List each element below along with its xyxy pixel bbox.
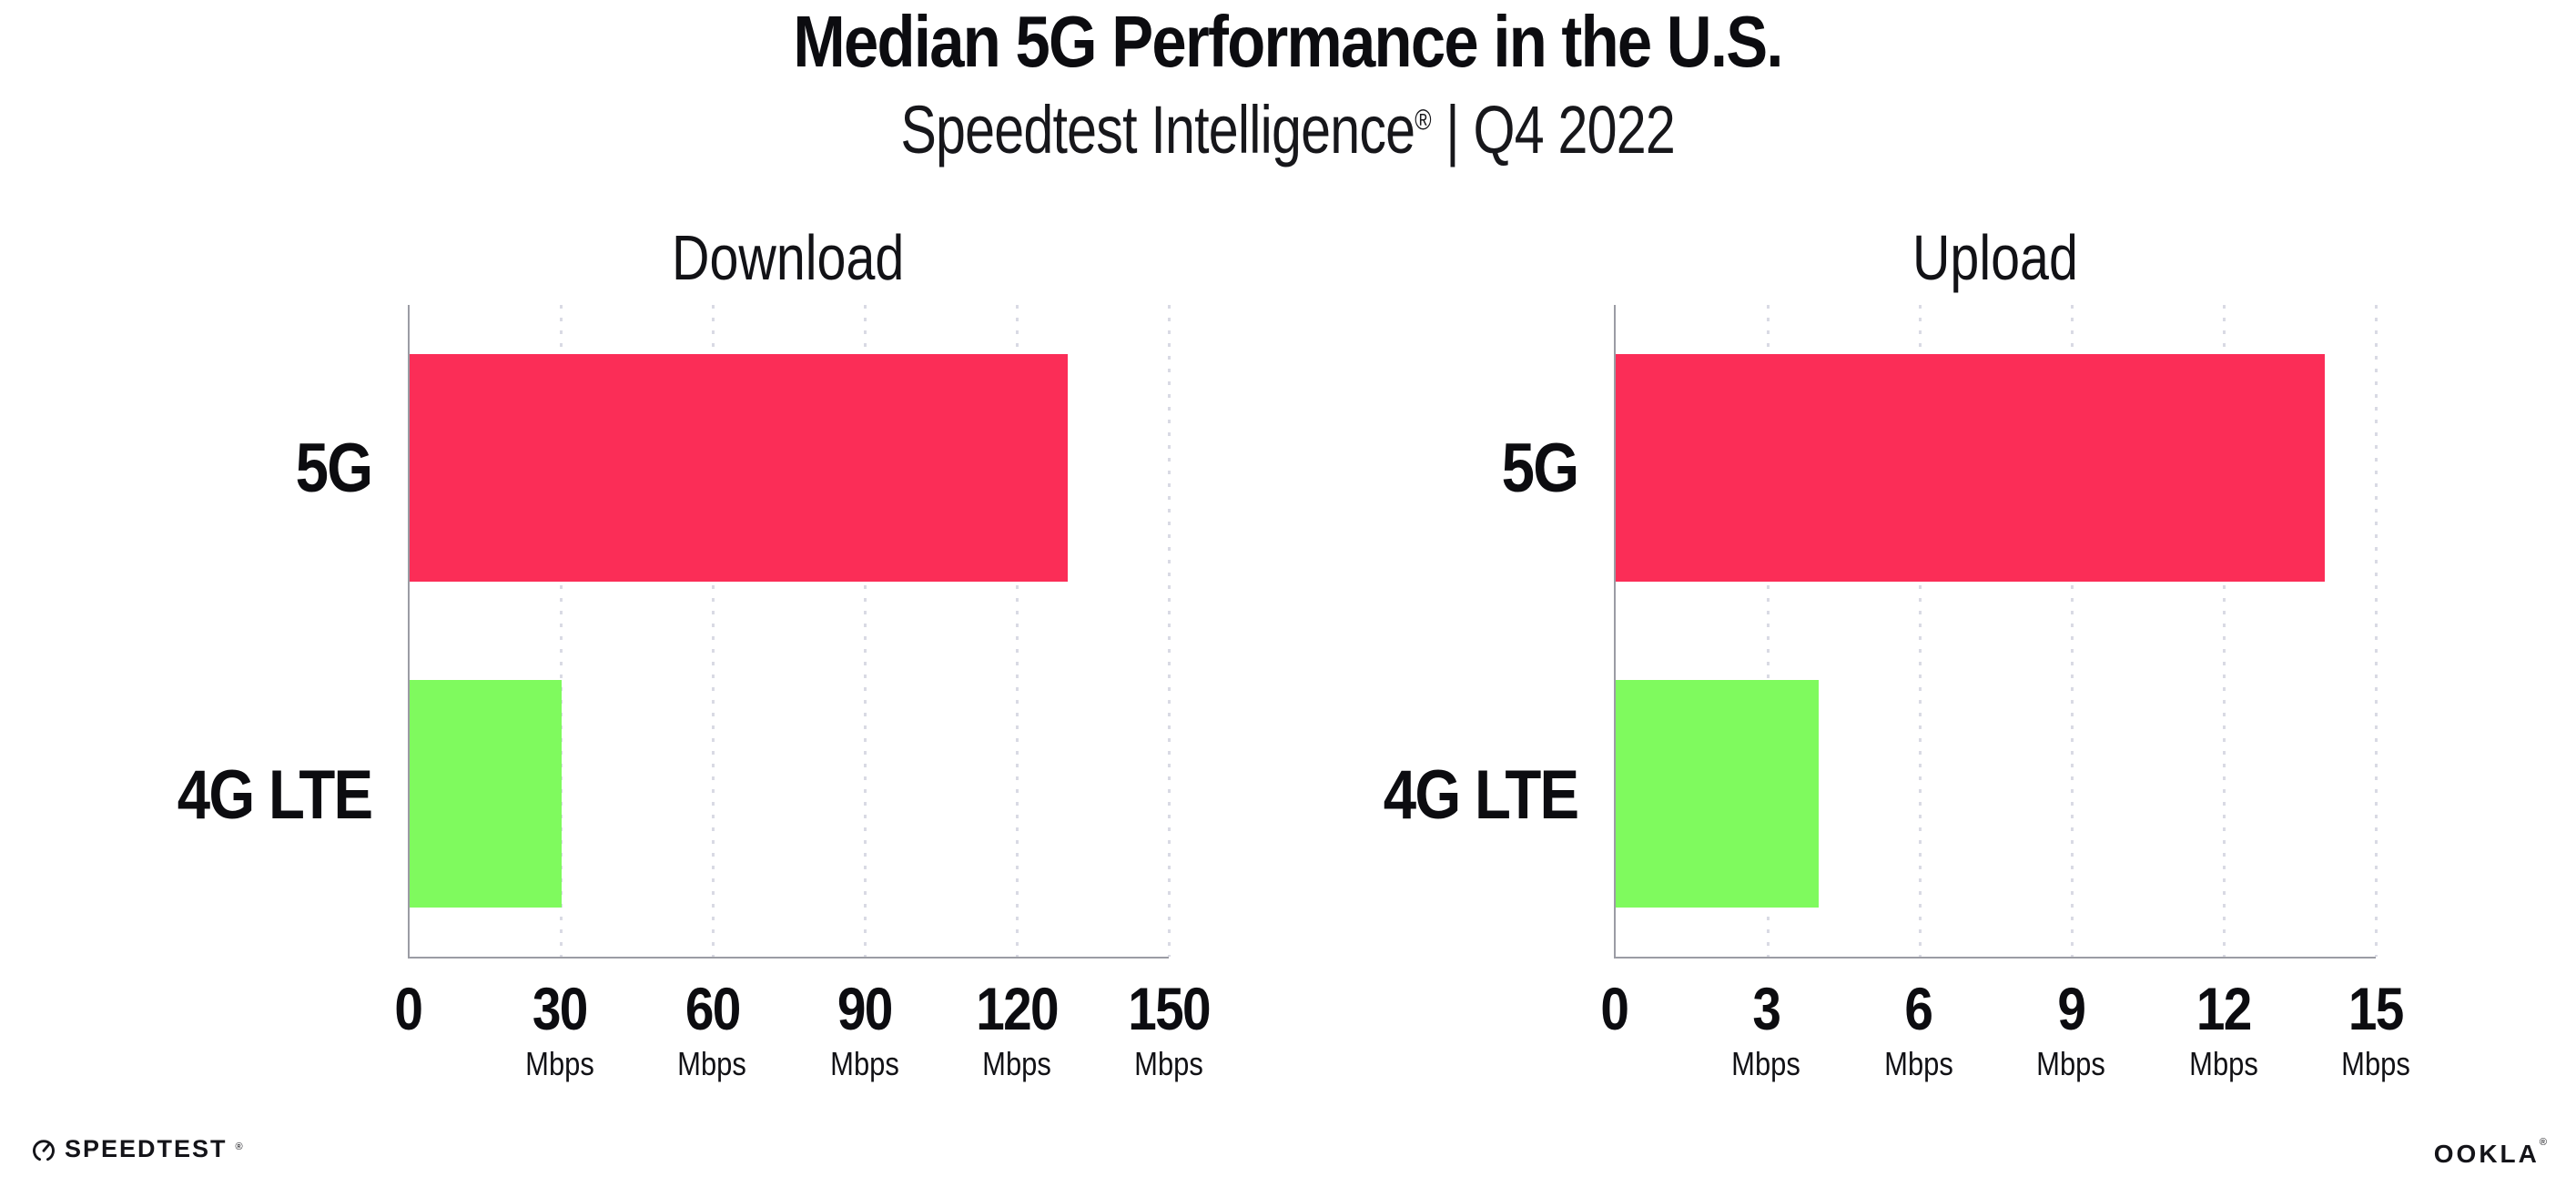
page-title: Median 5G Performance in the U.S. xyxy=(0,0,2576,84)
gridline-15-upload xyxy=(2374,305,2378,957)
x-tick-0-download: 0 xyxy=(394,975,423,1042)
chart-title-upload: Upload xyxy=(1912,222,2078,293)
gridline-9-upload xyxy=(2070,305,2074,957)
registered-mark: ® xyxy=(1415,104,1432,137)
x-tick-6-upload: 6 Mbps xyxy=(1819,979,2019,1080)
speedtest-gauge-icon xyxy=(33,1139,55,1161)
gridline-150-download xyxy=(1167,305,1171,957)
subtitle-separator: | xyxy=(1445,92,1460,167)
x-tick-unit: Mbps xyxy=(2341,1045,2410,1082)
x-tick-9-upload: 9 Mbps xyxy=(1971,979,2171,1080)
x-tick-unit: Mbps xyxy=(1134,1045,1203,1082)
x-tick-0-upload: 0 xyxy=(1600,975,1629,1042)
plot-area-download xyxy=(408,305,1171,959)
speedtest-wordmark: SPEEDTEST xyxy=(65,1135,228,1162)
x-tick-15-upload: 15 Mbps xyxy=(2276,979,2476,1080)
x-tick-120-download: 120 Mbps xyxy=(917,979,1117,1080)
x-tick-12-upload: 12 Mbps xyxy=(2124,979,2324,1080)
ookla-registered-mark: ® xyxy=(2539,1137,2547,1148)
bar-5g-download xyxy=(410,353,1068,583)
category-label-4g-lte-download: 4G LTE xyxy=(177,756,372,834)
page-subtitle: Speedtest Intelligence® | Q4 2022 xyxy=(0,91,2576,168)
subtitle-brand: Speedtest Intelligence xyxy=(900,92,1416,167)
x-tick-30-download: 30 Mbps xyxy=(460,979,660,1080)
x-tick-unit: Mbps xyxy=(2188,1045,2258,1082)
page-title-text: Median 5G Performance in the U.S. xyxy=(793,1,1784,82)
x-tick-unit: Mbps xyxy=(677,1045,747,1082)
bar-band-upload xyxy=(1616,631,2376,957)
bar-band-upload xyxy=(1616,305,2376,631)
subtitle-period: Q4 2022 xyxy=(1473,92,1676,167)
gridline-3-upload xyxy=(1766,305,1770,957)
x-tick-unit: Mbps xyxy=(525,1045,595,1082)
bar-5g-upload xyxy=(1616,353,2326,583)
bar-band-download xyxy=(410,305,1169,631)
chart-title-download: Download xyxy=(672,222,905,293)
ookla-logo: OOKLA ® xyxy=(2433,1137,2547,1169)
gridline-30-download xyxy=(560,305,563,957)
bar-4g-lte-upload xyxy=(1616,679,1819,908)
bar-4g-lte-download xyxy=(410,679,562,908)
speedtest-logo: SPEEDTEST ® xyxy=(31,1135,243,1163)
x-tick-unit: Mbps xyxy=(1883,1045,1953,1082)
x-tick-unit: Mbps xyxy=(2036,1045,2106,1082)
category-label-5g-download: 5G xyxy=(295,430,372,507)
ookla-wordmark: OOKLA xyxy=(2433,1140,2540,1168)
category-label-5g-upload: 5G xyxy=(1501,430,1578,507)
x-tick-150-download: 150 Mbps xyxy=(1069,979,1269,1080)
speedtest-registered-mark: ® xyxy=(235,1141,243,1152)
x-tick-unit: Mbps xyxy=(981,1045,1051,1082)
gridline-60-download xyxy=(712,305,715,957)
x-tick-3-upload: 3 Mbps xyxy=(1666,979,1866,1080)
plot-area-upload xyxy=(1614,305,2378,959)
gridline-12-upload xyxy=(2222,305,2226,957)
x-tick-unit: Mbps xyxy=(829,1045,899,1082)
x-tick-unit: Mbps xyxy=(1731,1045,1801,1082)
gridline-6-upload xyxy=(1918,305,1922,957)
category-label-4g-lte-upload: 4G LTE xyxy=(1383,756,1578,834)
x-tick-60-download: 60 Mbps xyxy=(612,979,812,1080)
x-tick-90-download: 90 Mbps xyxy=(765,979,965,1080)
gridline-90-download xyxy=(863,305,867,957)
gridline-120-download xyxy=(1015,305,1019,957)
bar-band-download xyxy=(410,631,1169,957)
